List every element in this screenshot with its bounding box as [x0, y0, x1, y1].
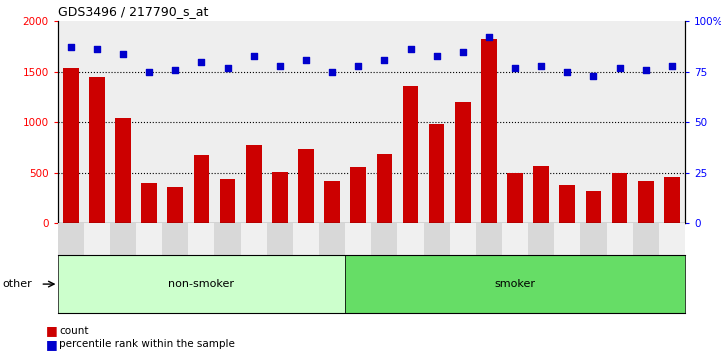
Point [640, 67, 652, 73]
Point [483, 35, 495, 40]
Bar [167, 187, 183, 223]
Bar [193, 155, 209, 223]
Text: ■: ■ [46, 325, 58, 337]
Point [143, 69, 155, 75]
Point [457, 48, 469, 54]
Point [379, 57, 390, 62]
Bar [350, 166, 366, 223]
Point [666, 63, 678, 68]
Bar [638, 181, 653, 223]
Text: ■: ■ [46, 338, 58, 350]
Point [300, 57, 311, 62]
Point [195, 59, 207, 64]
Bar [63, 68, 79, 223]
Bar [481, 39, 497, 223]
Point [327, 69, 338, 75]
Bar [611, 173, 627, 223]
Point [353, 63, 364, 68]
Bar [220, 179, 235, 223]
Bar [298, 149, 314, 223]
Point [588, 73, 599, 79]
Bar [376, 154, 392, 223]
Point [562, 69, 573, 75]
Point [248, 53, 260, 58]
Bar [89, 77, 105, 223]
Text: non-smoker: non-smoker [169, 279, 234, 289]
Point [536, 63, 547, 68]
Point [404, 47, 416, 52]
Bar [141, 183, 157, 223]
Bar [585, 191, 601, 223]
Point [431, 53, 443, 58]
Point [91, 47, 102, 52]
Point [65, 45, 76, 50]
Bar [246, 145, 262, 223]
Bar [272, 172, 288, 223]
Point [274, 63, 286, 68]
Text: GDS3496 / 217790_s_at: GDS3496 / 217790_s_at [58, 5, 208, 18]
Text: percentile rank within the sample: percentile rank within the sample [59, 339, 235, 349]
Bar [534, 166, 549, 223]
Text: other: other [2, 279, 32, 289]
Point [118, 51, 129, 56]
Bar [507, 173, 523, 223]
Point [222, 65, 234, 70]
Bar [115, 118, 131, 223]
Point [614, 65, 625, 70]
Bar [429, 124, 444, 223]
Point [169, 67, 181, 73]
Text: smoker: smoker [495, 279, 536, 289]
Bar [559, 185, 575, 223]
Text: count: count [59, 326, 89, 336]
Bar [455, 102, 471, 223]
Point [509, 65, 521, 70]
Bar [402, 86, 418, 223]
Bar [664, 177, 680, 223]
Bar [324, 181, 340, 223]
